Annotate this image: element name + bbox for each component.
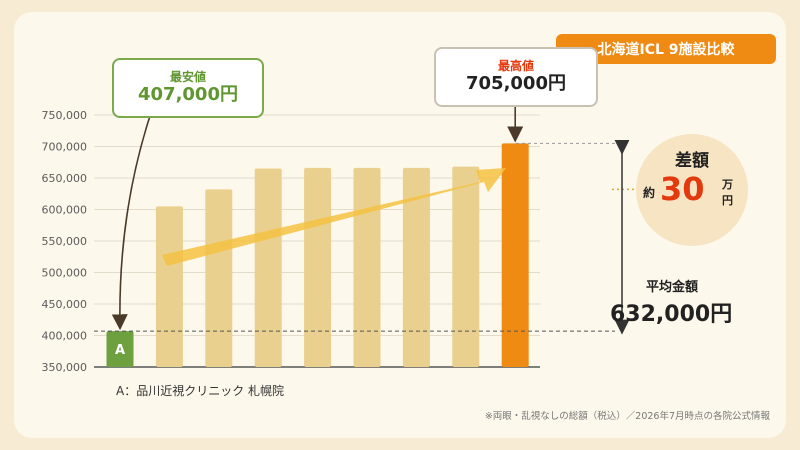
bar (155, 206, 183, 367)
y-tick-label: 500,000 (42, 267, 88, 280)
min-leader-arrow (111, 115, 151, 331)
difference-prefix: 約 (643, 186, 656, 200)
average-label: 平均金額 (646, 280, 699, 295)
bar (452, 166, 480, 367)
y-tick-label: 400,000 (42, 330, 88, 343)
difference-circle: 差額 約 30 万 円 (636, 134, 748, 246)
y-tick-label: 750,000 (42, 109, 88, 122)
bar (106, 331, 134, 367)
y-tick-label: 550,000 (42, 235, 88, 248)
min-price-callout: 最安値 407,000円 (112, 58, 264, 118)
bar (402, 167, 430, 367)
y-tick-label: 650,000 (42, 172, 88, 185)
max-price-title: 最高値 (497, 59, 534, 73)
bar (254, 168, 282, 367)
bar (304, 167, 332, 367)
y-tick-label: 700,000 (42, 141, 88, 154)
average-value: 632,000円 (610, 302, 733, 327)
trend-arrow (162, 168, 506, 266)
bar-category-label: A (115, 343, 125, 358)
bar (501, 143, 529, 367)
difference-label: 差額 (675, 151, 709, 171)
max-price-value: 705,000円 (466, 73, 566, 95)
source-note: ※両眼・乱視なしの総額（税込）／2026年7月時点の各院公式情報 (484, 411, 770, 422)
min-price-value: 407,000円 (138, 84, 238, 106)
y-tick-label: 450,000 (42, 298, 88, 311)
clinic-a-footnote: A：品川近視クリニック 札幌院 (116, 384, 285, 398)
difference-amount: 30 (660, 170, 705, 208)
bar (353, 167, 381, 367)
max-price-callout: 最高値 705,000円 (434, 47, 598, 107)
difference-unit-yen: 円 (722, 194, 733, 207)
min-price-title: 最安値 (169, 70, 206, 84)
y-tick-label: 600,000 (42, 204, 88, 217)
y-tick-label: 350,000 (42, 361, 88, 374)
difference-unit-man: 万 (722, 178, 733, 191)
bar (205, 189, 233, 367)
